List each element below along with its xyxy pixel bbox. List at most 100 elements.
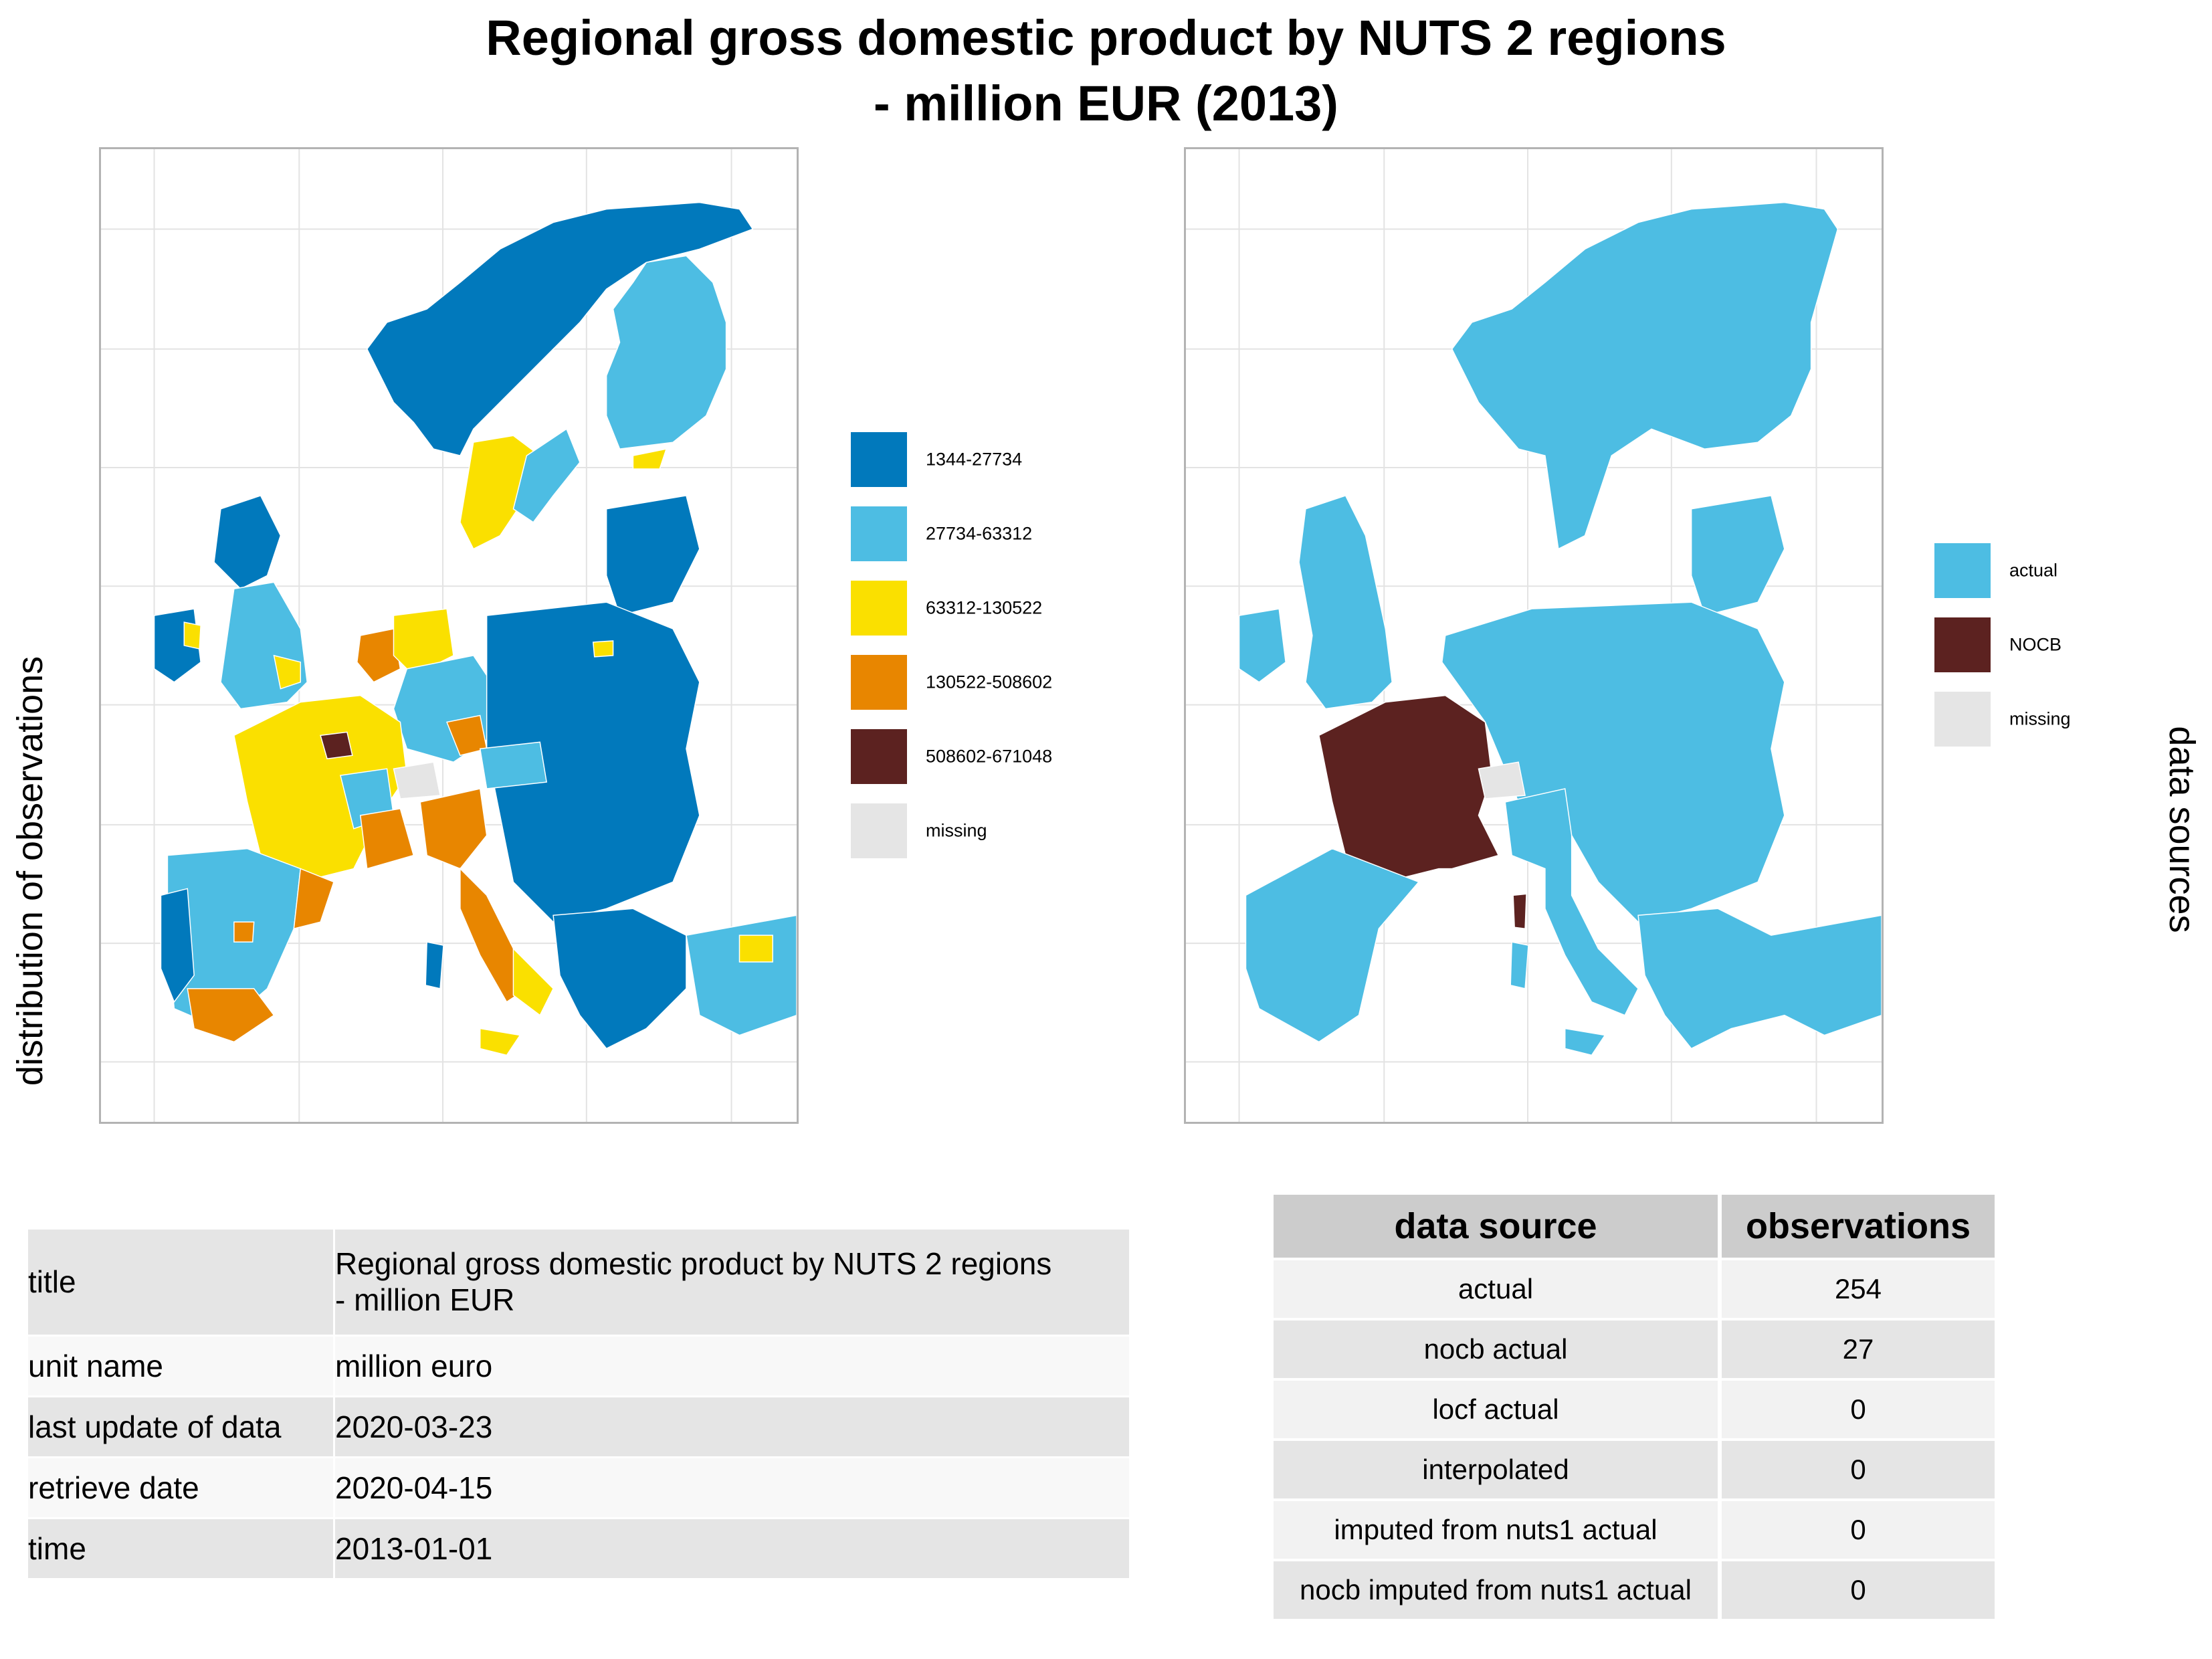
region-catalonia <box>293 868 334 930</box>
table-row: nocb imputed from nuts1 actual 0 <box>1274 1560 1995 1622</box>
region-dublin <box>183 621 201 650</box>
page-title: Regional gross domestic product by NUTS … <box>0 5 2212 136</box>
region-uk-england <box>220 581 308 710</box>
legend-label: NOCB <box>2009 634 2062 655</box>
region-istanbul <box>738 935 773 963</box>
region-uk-scotland <box>213 494 282 590</box>
metadata-value-line: Regional gross domestic product by NUTS … <box>335 1246 1052 1282</box>
region-north <box>1451 201 1839 550</box>
metadata-key: retrieve date <box>28 1457 335 1519</box>
legend-swatch <box>1934 543 1991 598</box>
map-panel-distribution <box>99 147 799 1124</box>
metadata-key: unit name <box>28 1335 335 1397</box>
region-paris <box>320 731 353 760</box>
legend-item: missing <box>851 803 1185 858</box>
metadata-value: 2020-03-23 <box>334 1396 1129 1458</box>
region-baltics <box>605 495 700 617</box>
column-header: data source <box>1274 1195 1722 1260</box>
metadata-table: title Regional gross domestic product by… <box>28 1230 1129 1580</box>
data-source-cell: nocb imputed from nuts1 actual <box>1274 1560 1722 1622</box>
region-london <box>273 654 302 690</box>
legend-item: actual <box>1934 543 2212 598</box>
metadata-key: last update of data <box>28 1396 335 1458</box>
region-italy-south <box>512 947 555 1016</box>
legend-label: actual <box>2009 560 2058 581</box>
table-row: actual 254 <box>1274 1259 1995 1321</box>
observations-cell: 0 <box>1720 1560 1995 1622</box>
observations-cell: 0 <box>1720 1500 1995 1561</box>
legend-item: 27734-63312 <box>851 506 1185 561</box>
metadata-value: Regional gross domestic product by NUTS … <box>334 1230 1129 1337</box>
table-row: last update of data 2020-03-23 <box>28 1396 1129 1458</box>
legend-label: missing <box>926 820 987 841</box>
legend-label: 63312-130522 <box>926 597 1043 618</box>
table-row: time 2013-01-01 <box>28 1518 1129 1580</box>
table-row: title Regional gross domestic product by… <box>28 1230 1129 1337</box>
distribution-map <box>101 149 797 1122</box>
region-sardinia <box>425 941 444 989</box>
region-finland <box>605 255 727 450</box>
legend-item: 63312-130522 <box>851 581 1185 636</box>
region-scandinavia <box>366 201 754 456</box>
table-row: retrieve date 2020-04-15 <box>28 1457 1129 1519</box>
legend-swatch <box>1934 617 1991 672</box>
region-benelux <box>357 628 401 683</box>
region-iberia <box>1245 848 1420 1043</box>
data-source-cell: imputed from nuts1 actual <box>1274 1500 1722 1561</box>
table-row: nocb actual 27 <box>1274 1319 1995 1381</box>
table-row: imputed from nuts1 actual 0 <box>1274 1500 1995 1561</box>
table-row: locf actual 0 <box>1274 1379 1995 1441</box>
table-header-row: data source observations <box>1274 1195 1995 1260</box>
metadata-value: 2013-01-01 <box>334 1518 1129 1580</box>
region-switzerland <box>393 761 441 799</box>
region-italy-north <box>419 788 488 870</box>
observations-cell: 27 <box>1720 1319 1995 1381</box>
region-balkans <box>1637 908 1882 1050</box>
legend-item: NOCB <box>1934 617 2212 672</box>
legend-swatch <box>851 432 907 487</box>
region-turkey-west <box>686 914 797 1036</box>
region-poland-warsaw <box>592 640 614 658</box>
legend-swatch <box>851 655 907 710</box>
metadata-value: million euro <box>334 1335 1129 1397</box>
region-austria <box>479 741 548 789</box>
region-sweden-south <box>460 435 541 550</box>
region-switzerland <box>1478 761 1526 799</box>
legend-swatch <box>851 581 907 636</box>
legend-label: 27734-63312 <box>926 523 1033 544</box>
metadata-value-line: - million EUR <box>335 1282 515 1318</box>
region-sicily <box>479 1028 521 1056</box>
table-row: unit name million euro <box>28 1335 1129 1397</box>
data-sources-map <box>1186 149 1882 1122</box>
region-madrid <box>233 921 255 943</box>
region-andalusia <box>187 988 275 1043</box>
legend-swatch <box>851 506 907 561</box>
legend-item: 130522-508602 <box>851 655 1185 710</box>
region-ireland <box>1238 608 1286 683</box>
region-sweden-mid <box>512 428 581 523</box>
legend-label: 1344-27734 <box>926 449 1023 470</box>
legend-item: 1344-27734 <box>851 432 1185 487</box>
data-source-cell: actual <box>1274 1259 1722 1321</box>
left-axis-label: distribution of observations <box>10 656 50 1086</box>
region-helsinki <box>632 448 668 470</box>
data-source-cell: locf actual <box>1274 1379 1722 1441</box>
region-portugal <box>160 888 195 1003</box>
table-row: interpolated 0 <box>1274 1440 1995 1501</box>
legend-label: 508602-671048 <box>926 746 1053 767</box>
legend-item: missing <box>1934 692 2212 747</box>
legend-swatch <box>851 803 907 858</box>
title-line-1: Regional gross domestic product by NUTS … <box>486 10 1726 66</box>
legend-swatch <box>851 729 907 784</box>
region-baltics <box>1690 495 1785 617</box>
legend-label: 130522-508602 <box>926 672 1053 692</box>
region-sicily <box>1564 1028 1606 1056</box>
legend-label: missing <box>2009 708 2071 729</box>
region-central-east <box>486 601 700 923</box>
region-uk <box>1298 494 1393 710</box>
title-line-2: - million EUR (2013) <box>874 76 1338 131</box>
legend-item: 508602-671048 <box>851 729 1185 784</box>
region-balkans <box>552 908 687 1050</box>
region-sardinia <box>1510 941 1529 989</box>
observations-cell: 0 <box>1720 1379 1995 1441</box>
